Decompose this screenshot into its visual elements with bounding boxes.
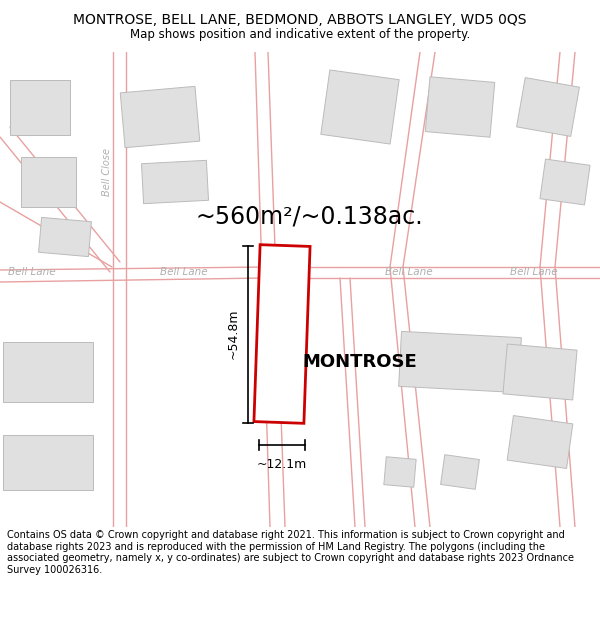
Text: Map shows position and indicative extent of the property.: Map shows position and indicative extent… [130,28,470,41]
Polygon shape [3,434,93,489]
Polygon shape [3,342,93,402]
Polygon shape [254,244,310,423]
Text: Bell Lane: Bell Lane [510,267,557,277]
Text: ~12.1m: ~12.1m [257,459,307,471]
Polygon shape [38,217,91,257]
Polygon shape [10,79,70,134]
Text: ~560m²/~0.138ac.: ~560m²/~0.138ac. [195,205,422,229]
Text: Bell Lane: Bell Lane [385,267,433,277]
Text: Bell Lane: Bell Lane [160,267,208,277]
Text: MONTROSE, BELL LANE, BEDMOND, ABBOTS LANGLEY, WD5 0QS: MONTROSE, BELL LANE, BEDMOND, ABBOTS LAN… [73,13,527,27]
Polygon shape [120,86,200,148]
Polygon shape [440,455,479,489]
Polygon shape [503,344,577,400]
Polygon shape [384,457,416,488]
Text: Contains OS data © Crown copyright and database right 2021. This information is : Contains OS data © Crown copyright and d… [7,530,574,575]
Polygon shape [398,331,521,392]
Text: ~54.8m: ~54.8m [227,309,240,359]
Text: Bell Close: Bell Close [102,148,112,196]
Polygon shape [507,416,573,469]
Polygon shape [20,157,76,207]
Text: MONTROSE: MONTROSE [302,353,418,371]
Polygon shape [517,78,580,136]
Polygon shape [142,161,209,204]
Polygon shape [425,77,495,138]
Polygon shape [540,159,590,205]
Polygon shape [321,70,399,144]
Text: Bell Lane: Bell Lane [8,267,56,277]
